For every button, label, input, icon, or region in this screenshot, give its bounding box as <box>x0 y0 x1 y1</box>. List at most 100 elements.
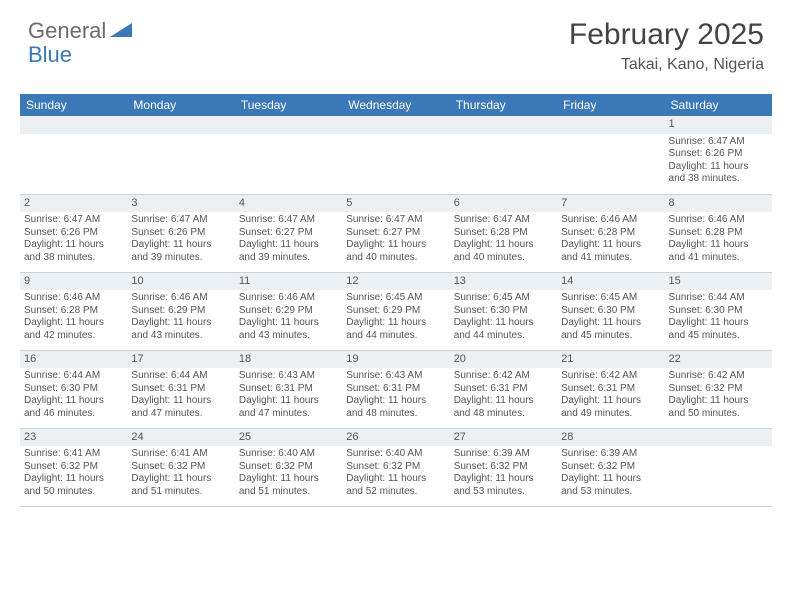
day-cell: 26Sunrise: 6:40 AMSunset: 6:32 PMDayligh… <box>342 428 449 506</box>
sunset-text: Sunset: 6:26 PM <box>24 227 123 240</box>
sunrise-text: Sunrise: 6:46 AM <box>561 214 660 227</box>
daylight-text: and 45 minutes. <box>561 330 660 343</box>
daylight-text: Daylight: 11 hours <box>561 317 660 330</box>
daylight-text: Daylight: 11 hours <box>24 317 123 330</box>
day-cell: 18Sunrise: 6:43 AMSunset: 6:31 PMDayligh… <box>235 350 342 428</box>
sunset-text: Sunset: 6:30 PM <box>561 305 660 318</box>
daylight-text: and 50 minutes. <box>24 486 123 499</box>
day-number-bar: 9 <box>20 273 127 291</box>
daylight-text: Daylight: 11 hours <box>346 395 445 408</box>
daylight-text: Daylight: 11 hours <box>346 317 445 330</box>
day-number-bar: 14 <box>557 273 664 291</box>
sunrise-text: Sunrise: 6:44 AM <box>131 370 230 383</box>
day-number-bar <box>127 116 234 134</box>
day-number-bar: 13 <box>450 273 557 291</box>
sunset-text: Sunset: 6:31 PM <box>454 383 553 396</box>
day-cell: 1Sunrise: 6:47 AMSunset: 6:26 PMDaylight… <box>665 116 772 194</box>
sunrise-text: Sunrise: 6:42 AM <box>561 370 660 383</box>
day-number-bar: 27 <box>450 429 557 447</box>
daylight-text: Daylight: 11 hours <box>561 239 660 252</box>
day-cell: 14Sunrise: 6:45 AMSunset: 6:30 PMDayligh… <box>557 272 664 350</box>
calendar-week-row: 23Sunrise: 6:41 AMSunset: 6:32 PMDayligh… <box>20 428 772 506</box>
day-cell: 17Sunrise: 6:44 AMSunset: 6:31 PMDayligh… <box>127 350 234 428</box>
day-number-bar: 25 <box>235 429 342 447</box>
day-cell: 4Sunrise: 6:47 AMSunset: 6:27 PMDaylight… <box>235 194 342 272</box>
day-number-bar: 11 <box>235 273 342 291</box>
daylight-text: Daylight: 11 hours <box>24 239 123 252</box>
day-number-bar: 28 <box>557 429 664 447</box>
day-number-bar <box>342 116 449 134</box>
brand-text-b-wrap: Blue <box>28 42 72 68</box>
day-number-bar: 4 <box>235 195 342 213</box>
sunrise-text: Sunrise: 6:47 AM <box>131 214 230 227</box>
day-header-mon: Monday <box>127 94 234 116</box>
day-header-sat: Saturday <box>665 94 772 116</box>
sunrise-text: Sunrise: 6:46 AM <box>24 292 123 305</box>
day-header-fri: Friday <box>557 94 664 116</box>
calendar-body: 1Sunrise: 6:47 AMSunset: 6:26 PMDaylight… <box>20 116 772 506</box>
daylight-text: Daylight: 11 hours <box>454 473 553 486</box>
day-cell: 3Sunrise: 6:47 AMSunset: 6:26 PMDaylight… <box>127 194 234 272</box>
sunset-text: Sunset: 6:30 PM <box>454 305 553 318</box>
sunset-text: Sunset: 6:29 PM <box>346 305 445 318</box>
daylight-text: Daylight: 11 hours <box>454 395 553 408</box>
daylight-text: and 38 minutes. <box>24 252 123 265</box>
daylight-text: Daylight: 11 hours <box>669 317 768 330</box>
brand-triangle-icon <box>110 21 132 42</box>
day-cell: 19Sunrise: 6:43 AMSunset: 6:31 PMDayligh… <box>342 350 449 428</box>
day-cell: 13Sunrise: 6:45 AMSunset: 6:30 PMDayligh… <box>450 272 557 350</box>
day-cell: 9Sunrise: 6:46 AMSunset: 6:28 PMDaylight… <box>20 272 127 350</box>
daylight-text: and 49 minutes. <box>561 408 660 421</box>
sunrise-text: Sunrise: 6:44 AM <box>24 370 123 383</box>
daylight-text: and 48 minutes. <box>346 408 445 421</box>
day-header-thu: Thursday <box>450 94 557 116</box>
day-cell: 7Sunrise: 6:46 AMSunset: 6:28 PMDaylight… <box>557 194 664 272</box>
day-number-bar: 18 <box>235 351 342 369</box>
day-cell <box>557 116 664 194</box>
brand-text-a: General <box>28 18 106 44</box>
sunrise-text: Sunrise: 6:43 AM <box>346 370 445 383</box>
day-cell: 12Sunrise: 6:45 AMSunset: 6:29 PMDayligh… <box>342 272 449 350</box>
daylight-text: Daylight: 11 hours <box>669 395 768 408</box>
sunrise-text: Sunrise: 6:41 AM <box>131 448 230 461</box>
daylight-text: and 43 minutes. <box>239 330 338 343</box>
daylight-text: and 48 minutes. <box>454 408 553 421</box>
day-number-bar: 8 <box>665 195 772 213</box>
sunset-text: Sunset: 6:32 PM <box>561 461 660 474</box>
sunrise-text: Sunrise: 6:47 AM <box>454 214 553 227</box>
sunset-text: Sunset: 6:31 PM <box>346 383 445 396</box>
daylight-text: Daylight: 11 hours <box>346 473 445 486</box>
day-number-bar <box>665 429 772 447</box>
calendar-week-row: 1Sunrise: 6:47 AMSunset: 6:26 PMDaylight… <box>20 116 772 194</box>
sunset-text: Sunset: 6:26 PM <box>669 148 768 161</box>
day-cell: 20Sunrise: 6:42 AMSunset: 6:31 PMDayligh… <box>450 350 557 428</box>
daylight-text: and 39 minutes. <box>239 252 338 265</box>
sunrise-text: Sunrise: 6:45 AM <box>454 292 553 305</box>
day-cell <box>127 116 234 194</box>
daylight-text: and 46 minutes. <box>24 408 123 421</box>
day-number-bar <box>557 116 664 134</box>
daylight-text: and 44 minutes. <box>346 330 445 343</box>
day-number-bar: 23 <box>20 429 127 447</box>
day-cell: 24Sunrise: 6:41 AMSunset: 6:32 PMDayligh… <box>127 428 234 506</box>
day-number-bar: 19 <box>342 351 449 369</box>
daylight-text: Daylight: 11 hours <box>346 239 445 252</box>
day-number-bar: 22 <box>665 351 772 369</box>
daylight-text: Daylight: 11 hours <box>239 317 338 330</box>
page-header: General February 2025 Takai, Kano, Niger… <box>0 0 792 82</box>
sunrise-text: Sunrise: 6:47 AM <box>346 214 445 227</box>
daylight-text: Daylight: 11 hours <box>561 395 660 408</box>
sunset-text: Sunset: 6:31 PM <box>239 383 338 396</box>
location-subtitle: Takai, Kano, Nigeria <box>569 56 764 74</box>
daylight-text: and 39 minutes. <box>131 252 230 265</box>
sunrise-text: Sunrise: 6:41 AM <box>24 448 123 461</box>
daylight-text: Daylight: 11 hours <box>561 473 660 486</box>
day-number-bar: 7 <box>557 195 664 213</box>
daylight-text: and 53 minutes. <box>561 486 660 499</box>
day-cell <box>342 116 449 194</box>
sunset-text: Sunset: 6:28 PM <box>454 227 553 240</box>
sunrise-text: Sunrise: 6:47 AM <box>24 214 123 227</box>
day-cell: 10Sunrise: 6:46 AMSunset: 6:29 PMDayligh… <box>127 272 234 350</box>
sunset-text: Sunset: 6:32 PM <box>24 461 123 474</box>
daylight-text: Daylight: 11 hours <box>131 317 230 330</box>
